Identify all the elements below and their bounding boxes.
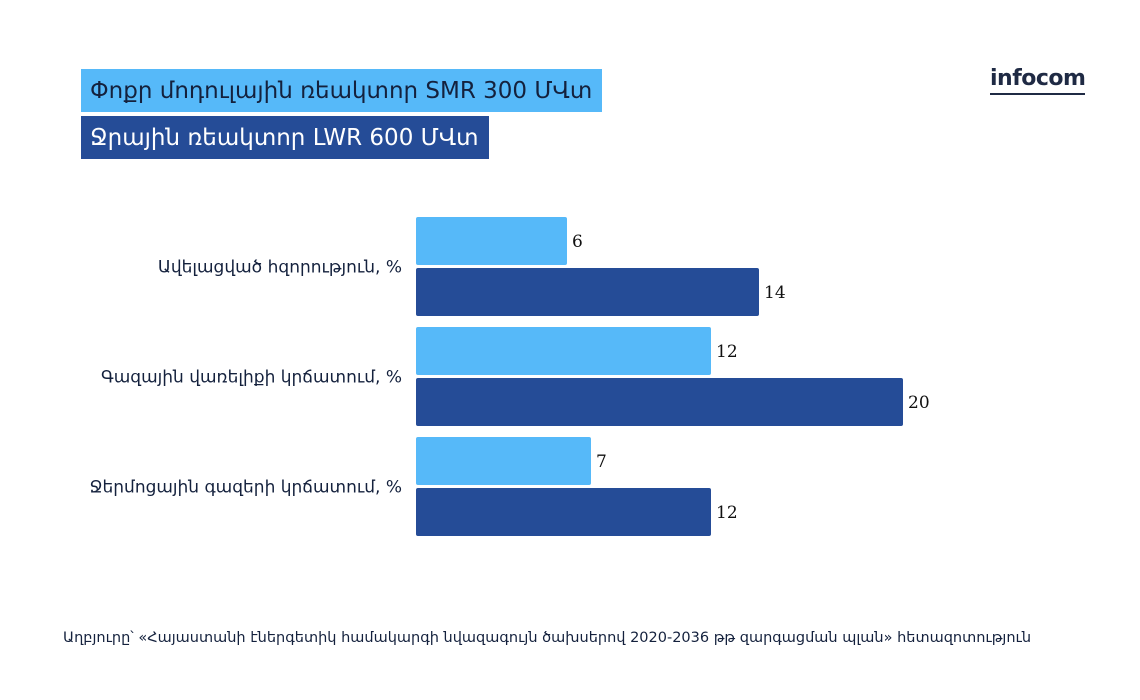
bar-smr [416,327,711,375]
data-label: 12 [716,342,738,362]
source-note: Աղբյուրը՝ «Հայաստանի էներգետիկ համակարգի… [63,630,1032,646]
bar-smr [416,437,591,485]
bar-smr [416,217,567,265]
category-label: Ավելացված հզորություն, % [158,258,402,278]
category-label: Ջերմոցային գազերի կրճատում, % [89,478,402,498]
legend-smr-label: Փոքր մոդուլային ռեակտոր SMR 300 ՄՎտ [90,77,593,104]
data-label: 6 [572,232,583,252]
legend-lwr-label: Ջրային ռեակտոր LWR 600 ՄՎտ [90,124,479,151]
data-label: 12 [716,503,738,523]
data-label: 7 [596,452,607,472]
legend-smr: Փոքր մոդուլային ռեակտոր SMR 300 ՄՎտ [81,69,603,112]
category-label: Գազային վառելիքի կրճատում, % [101,368,402,388]
legend-lwr: Ջրային ռեակտոր LWR 600 ՄՎտ [81,116,489,159]
bar-lwr [416,378,903,426]
data-label: 14 [764,283,786,303]
bar-lwr [416,488,711,536]
bar-lwr [416,268,759,316]
data-label: 20 [908,393,930,413]
infocom-logo: infocom [990,66,1086,95]
